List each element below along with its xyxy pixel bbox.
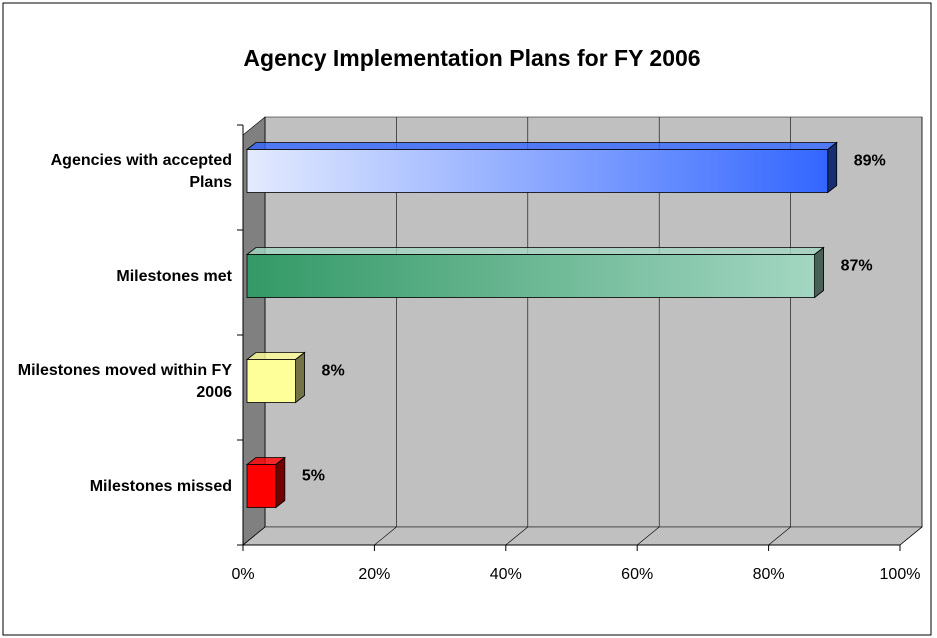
grid-line <box>374 526 397 546</box>
value-label: 87% <box>841 258 873 275</box>
grid-line <box>768 526 791 546</box>
value-label: 5% <box>302 468 325 485</box>
bar-top <box>245 352 306 360</box>
grid-line <box>242 526 266 546</box>
value-label: 89% <box>854 153 886 170</box>
bar-side <box>827 141 838 194</box>
y-tick-label: Milestones met <box>116 267 232 285</box>
x-tick-label: 0% <box>231 566 254 583</box>
value-label: 8% <box>322 363 345 380</box>
bar-side <box>275 456 286 509</box>
bar-top <box>245 247 825 255</box>
x-tick-label: 40% <box>490 566 522 583</box>
x-tick-label: 100% <box>880 566 921 583</box>
grid-line <box>637 526 660 546</box>
y-tick-label: Milestones moved within FY 2006 <box>17 361 232 401</box>
y-tick-label: Agencies with accepted Plans <box>50 151 232 191</box>
x-tick-label: 60% <box>621 566 653 583</box>
grid-line <box>505 526 528 546</box>
bar <box>246 149 829 193</box>
bar <box>246 464 277 508</box>
bar-side <box>814 246 824 299</box>
bar <box>246 359 296 403</box>
chart-title: Agency Implementation Plans for FY 2006 <box>243 45 700 71</box>
bar-side <box>295 351 305 404</box>
y-tick-label: Milestones missed <box>89 477 232 495</box>
x-tick-label: 20% <box>358 566 390 583</box>
x-tick-label: 80% <box>753 566 785 583</box>
bar <box>246 254 815 298</box>
floor <box>242 526 923 546</box>
bar-top <box>245 142 838 150</box>
grid-line <box>899 526 923 546</box>
